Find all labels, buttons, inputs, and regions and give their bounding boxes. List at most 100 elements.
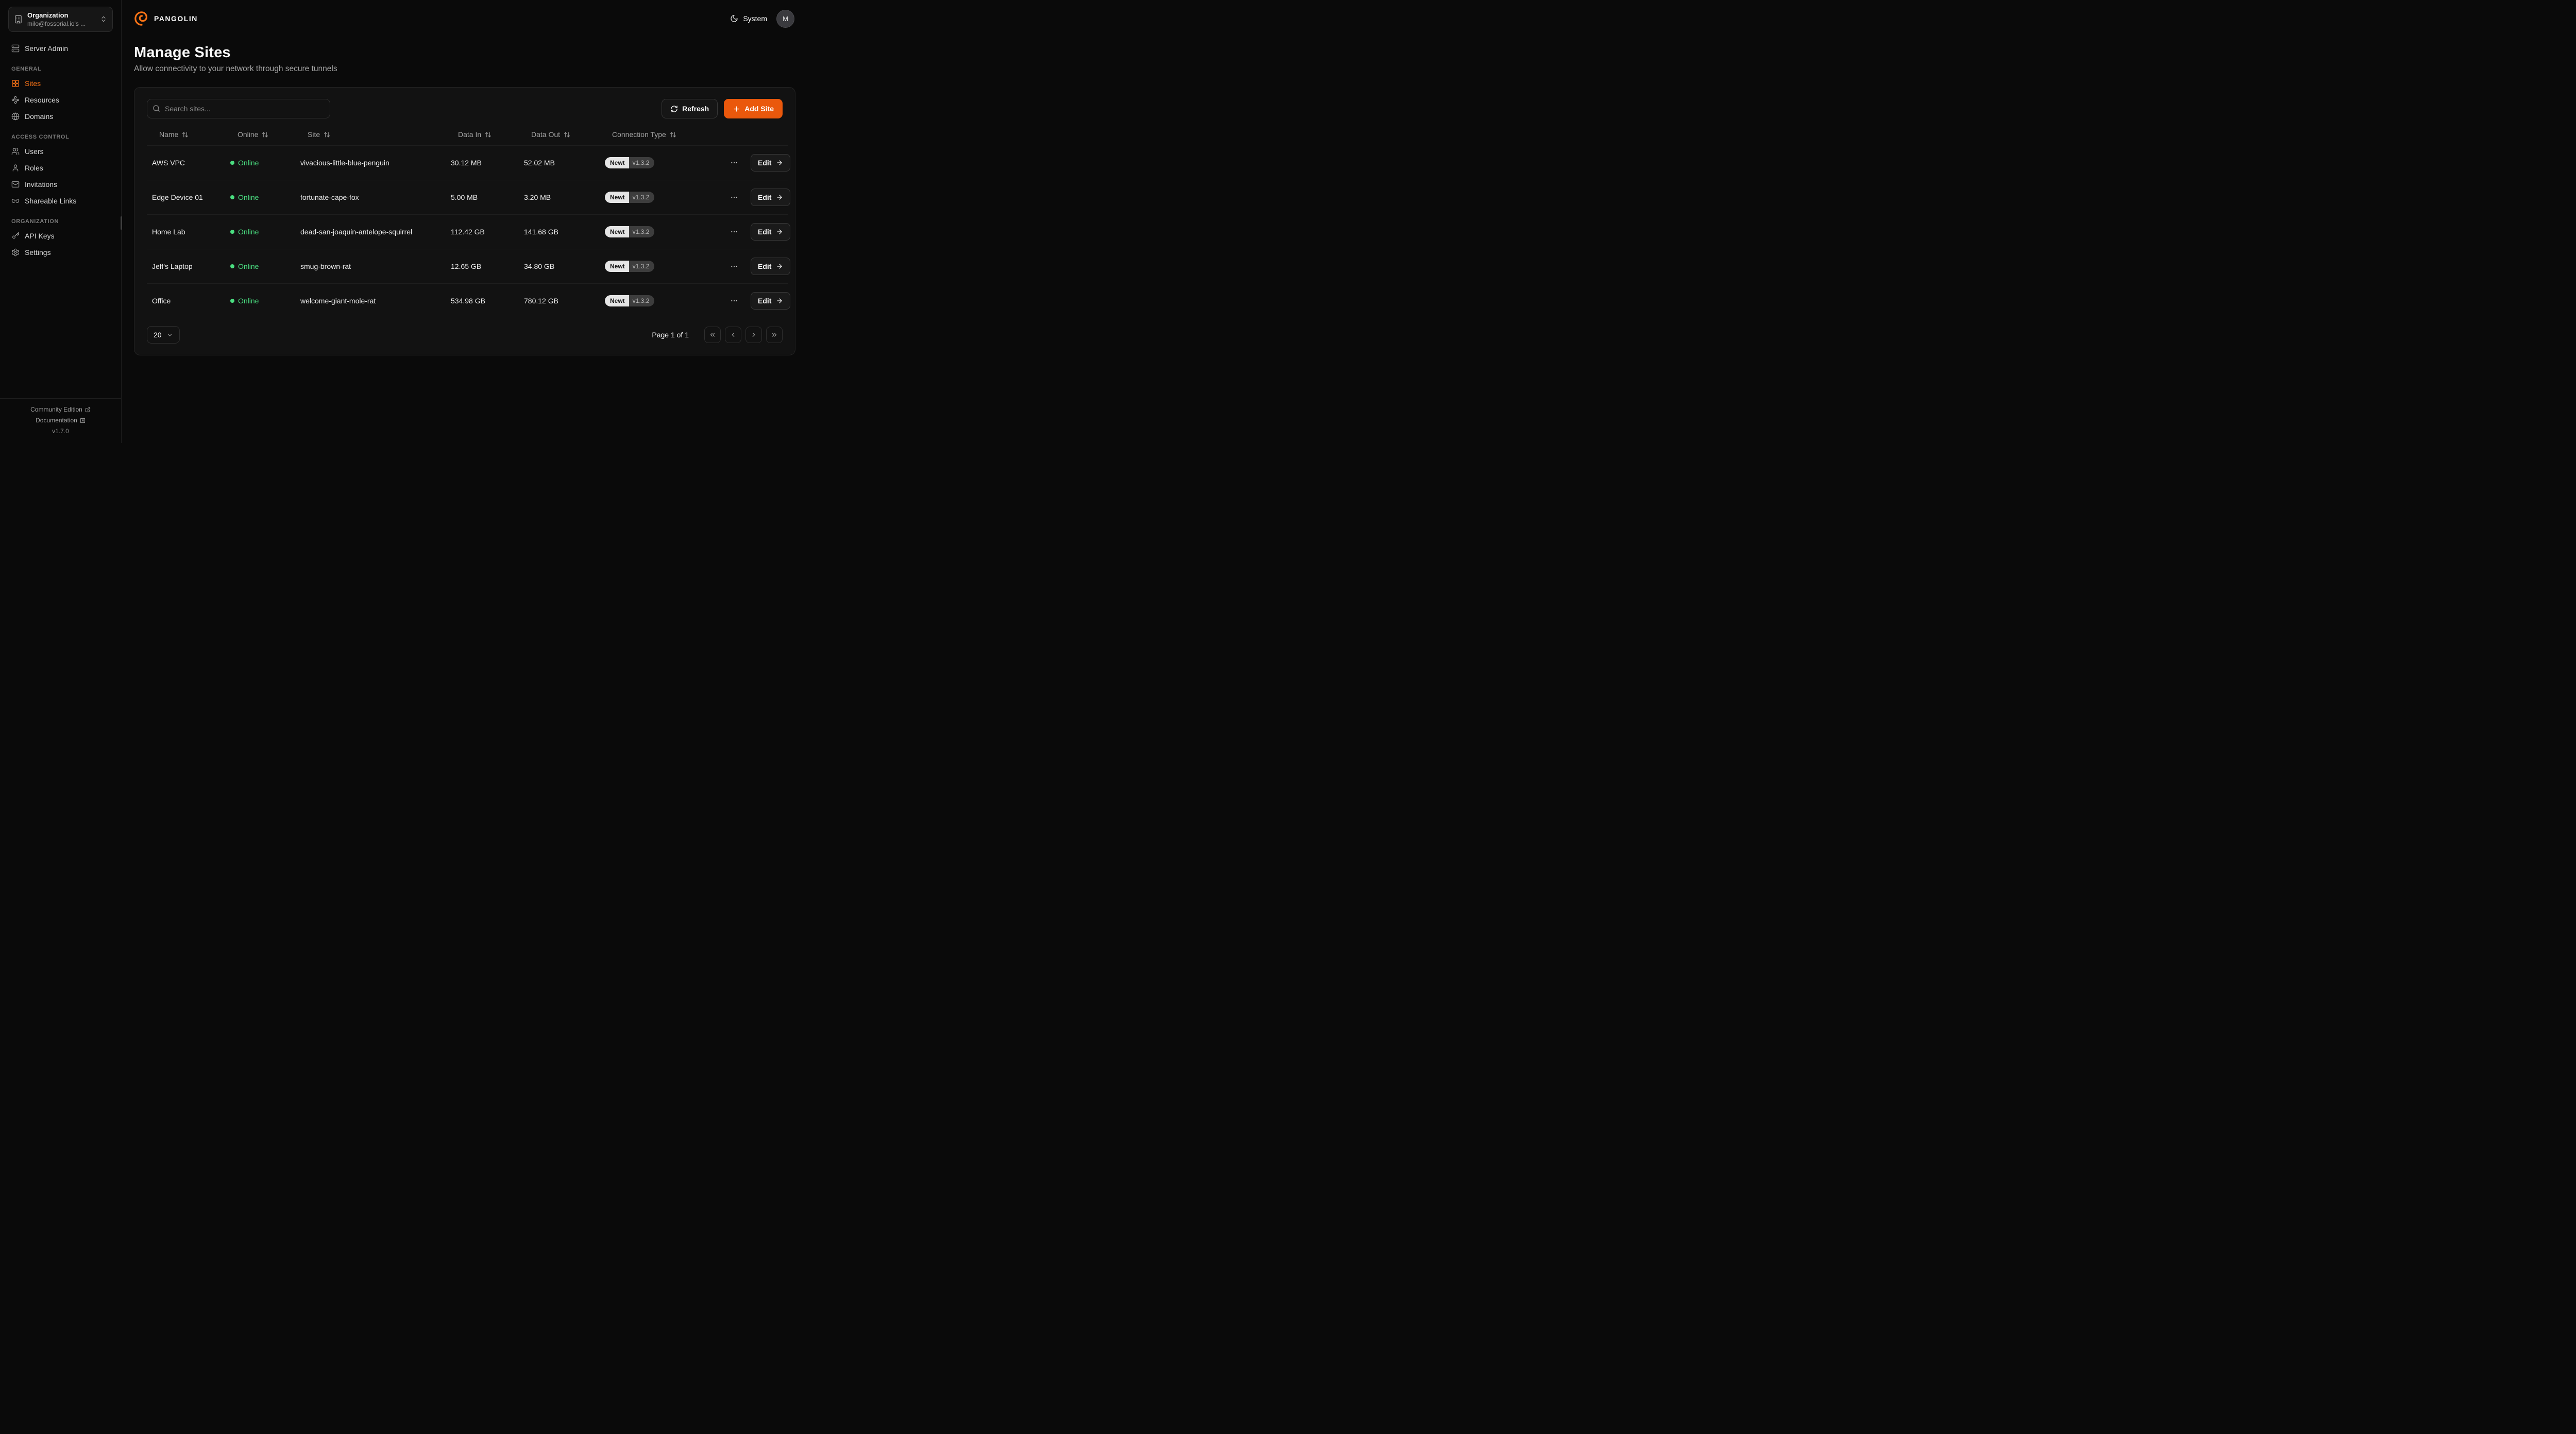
online-label: Online	[238, 193, 259, 201]
sort-icon	[485, 131, 492, 138]
page-size-select[interactable]: 20	[147, 326, 180, 344]
sidebar-item-settings[interactable]: Settings	[8, 244, 113, 261]
connection-version: v1.3.2	[629, 226, 655, 237]
sort-icon	[670, 131, 676, 138]
edit-button[interactable]: Edit	[751, 258, 791, 275]
row-actions-button[interactable]	[728, 191, 740, 203]
refresh-label: Refresh	[682, 105, 709, 113]
arrow-right-icon	[776, 228, 783, 235]
edit-button[interactable]: Edit	[751, 292, 791, 310]
org-switcher[interactable]: Organization milo@fossorial.io's ...	[8, 7, 113, 32]
sites-card: Refresh Add Site	[134, 87, 795, 355]
data-in-cell: 5.00 MB	[451, 193, 478, 201]
search-input[interactable]	[147, 99, 330, 118]
table-footer: 20 Page 1 of 1	[147, 318, 783, 347]
connection-version: v1.3.2	[629, 157, 655, 168]
sidebar-item-users[interactable]: Users	[8, 143, 113, 160]
row-actions-button[interactable]	[728, 226, 740, 238]
site-name-cell: Office	[152, 297, 171, 305]
sidebar-item-server-admin[interactable]: Server Admin	[8, 40, 113, 57]
column-header-data-out[interactable]: Data Out	[519, 124, 600, 146]
sidebar-item-label: Shareable Links	[25, 196, 77, 205]
edit-button[interactable]: Edit	[751, 189, 791, 206]
sidebar-item-label: Server Admin	[25, 44, 69, 53]
column-header-connection-type[interactable]: Connection Type	[600, 124, 721, 146]
arrow-right-icon	[776, 159, 783, 166]
column-header-online[interactable]: Online	[225, 124, 295, 146]
site-name-cell: AWS VPC	[152, 159, 185, 167]
sidebar-item-api-keys[interactable]: API Keys	[8, 228, 113, 244]
edit-button[interactable]: Edit	[751, 223, 791, 241]
ellipsis-icon	[731, 231, 737, 233]
edit-button[interactable]: Edit	[751, 154, 791, 172]
site-name-cell: Home Lab	[152, 228, 185, 236]
site-name-cell: Jeff's Laptop	[152, 262, 193, 270]
row-actions-button[interactable]	[728, 157, 740, 169]
site-id-cell: fortunate-cape-fox	[300, 193, 359, 201]
page-indicator: Page 1 of 1	[652, 331, 689, 339]
link-icon	[11, 197, 20, 205]
page-content: Manage Sites Allow connectivity to your …	[122, 37, 808, 368]
online-dot-icon	[230, 230, 234, 234]
column-header-site[interactable]: Site	[295, 124, 446, 146]
data-in-cell: 112.42 GB	[451, 228, 485, 236]
moon-icon	[730, 14, 738, 23]
edit-label: Edit	[758, 297, 772, 305]
site-id-cell: dead-san-joaquin-antelope-squirrel	[300, 228, 413, 236]
data-in-cell: 30.12 MB	[451, 159, 482, 167]
arrow-right-icon	[776, 263, 783, 270]
sidebar-item-resources[interactable]: Resources	[8, 92, 113, 108]
edit-label: Edit	[758, 193, 772, 201]
section-label-access-control: ACCESS CONTROL	[11, 133, 70, 140]
next-page-button[interactable]	[745, 327, 762, 343]
sidebar-footer: Community Edition Documentation v1.7.0	[0, 398, 121, 443]
sidebar-item-roles[interactable]: Roles	[8, 160, 113, 176]
app-version: v1.7.0	[52, 428, 69, 435]
main-area: PANGOLIN System M Manage Sites Allow con…	[122, 0, 808, 443]
refresh-icon	[670, 105, 678, 113]
sidebar: Organization milo@fossorial.io's ... Ser…	[0, 0, 122, 443]
search-icon	[152, 105, 160, 112]
row-actions-button[interactable]	[728, 260, 740, 272]
column-header-name[interactable]: Name	[147, 124, 225, 146]
theme-toggle-button[interactable]: System	[730, 14, 767, 23]
connection-name: Newt	[605, 192, 629, 203]
connection-version: v1.3.2	[629, 295, 655, 306]
online-dot-icon	[230, 299, 234, 303]
chevron-left-icon	[730, 331, 737, 338]
first-page-button[interactable]	[704, 327, 721, 343]
users-icon	[11, 147, 20, 156]
sidebar-resize-handle[interactable]	[121, 216, 122, 230]
community-edition-label: Community Edition	[30, 406, 82, 413]
add-site-button[interactable]: Add Site	[724, 99, 783, 118]
chevrons-left-icon	[709, 331, 716, 338]
community-edition-link[interactable]: Community Edition	[30, 406, 91, 413]
sites-table-body: AWS VPC Online vivacious-little-blue-pen…	[147, 146, 791, 318]
data-out-cell: 3.20 MB	[524, 193, 551, 201]
page-subtitle: Allow connectivity to your network throu…	[134, 64, 337, 73]
sidebar-item-shareable-links[interactable]: Shareable Links	[8, 193, 113, 209]
column-header-data-in[interactable]: Data In	[446, 124, 519, 146]
section-label-organization: ORGANIZATION	[11, 218, 59, 225]
previous-page-button[interactable]	[725, 327, 741, 343]
refresh-button[interactable]: Refresh	[662, 99, 718, 118]
avatar[interactable]: M	[776, 9, 794, 28]
table-row: AWS VPC Online vivacious-little-blue-pen…	[147, 146, 791, 180]
table-header-row: Name Online Site Data In Data Out Connec…	[147, 124, 788, 146]
table-row: Edge Device 01 Online fortunate-cape-fox…	[147, 180, 791, 215]
data-out-cell: 141.68 GB	[524, 228, 558, 236]
row-actions-button[interactable]	[728, 295, 740, 307]
column-header-edit	[745, 124, 788, 146]
documentation-link[interactable]: Documentation	[36, 417, 86, 424]
connection-type-badge: Newt v1.3.2	[605, 192, 655, 203]
sidebar-item-sites[interactable]: Sites	[8, 75, 113, 92]
connection-version: v1.3.2	[629, 192, 655, 203]
online-dot-icon	[230, 161, 234, 165]
brand-logo[interactable]: PANGOLIN	[134, 11, 198, 26]
sidebar-item-domains[interactable]: Domains	[8, 108, 113, 125]
ellipsis-icon	[731, 196, 737, 198]
sidebar-item-invitations[interactable]: Invitations	[8, 176, 113, 193]
site-id-cell: vivacious-little-blue-penguin	[300, 159, 389, 167]
connection-type-badge: Newt v1.3.2	[605, 226, 655, 237]
last-page-button[interactable]	[766, 327, 783, 343]
